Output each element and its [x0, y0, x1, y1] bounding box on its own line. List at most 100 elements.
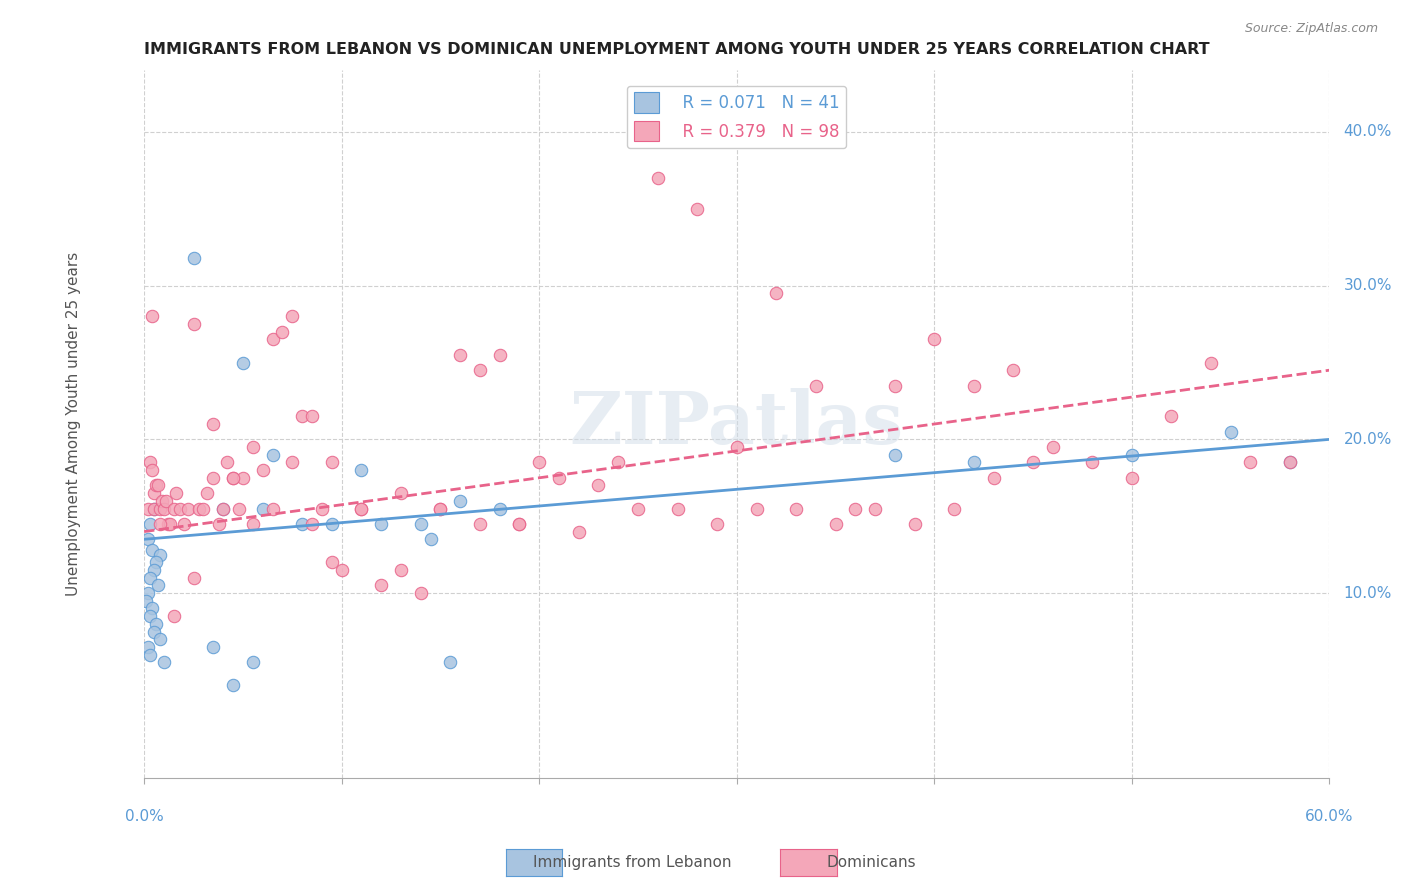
- Point: [163, 501, 186, 516]
- Point: [141, 601, 163, 615]
- Point: [1278, 455, 1301, 469]
- Text: IMMIGRANTS FROM LEBANON VS DOMINICAN UNEMPLOYMENT AMONG YOUTH UNDER 25 YEARS COR: IMMIGRANTS FROM LEBANON VS DOMINICAN UNE…: [145, 42, 1209, 57]
- Point: [193, 501, 215, 516]
- Point: [449, 494, 471, 508]
- Point: [149, 501, 172, 516]
- Point: [242, 516, 264, 531]
- Point: [1081, 455, 1104, 469]
- Point: [163, 609, 186, 624]
- Point: [252, 501, 274, 516]
- Point: [143, 501, 166, 516]
- Point: [222, 471, 245, 485]
- Point: [409, 516, 432, 531]
- Text: Immigrants from Lebanon: Immigrants from Lebanon: [533, 855, 733, 870]
- Point: [145, 478, 167, 492]
- Point: [242, 655, 264, 669]
- Point: [143, 486, 166, 500]
- Point: [607, 455, 630, 469]
- Point: [139, 455, 162, 469]
- Point: [321, 516, 343, 531]
- Point: [145, 616, 167, 631]
- Point: [146, 478, 169, 492]
- Point: [188, 501, 211, 516]
- Point: [943, 501, 966, 516]
- Point: [153, 501, 176, 516]
- Point: [153, 655, 176, 669]
- Point: [252, 463, 274, 477]
- Point: [1002, 363, 1025, 377]
- Text: Unemployment Among Youth under 25 years: Unemployment Among Youth under 25 years: [66, 252, 80, 596]
- Point: [141, 543, 163, 558]
- Point: [217, 455, 239, 469]
- Point: [1219, 425, 1241, 439]
- Point: [863, 501, 886, 516]
- Point: [548, 471, 571, 485]
- Point: [1121, 471, 1143, 485]
- Point: [370, 578, 392, 592]
- Point: [143, 501, 166, 516]
- Point: [321, 455, 343, 469]
- Point: [588, 478, 610, 492]
- Point: [1121, 448, 1143, 462]
- Point: [149, 548, 172, 562]
- Point: [647, 171, 669, 186]
- Point: [262, 501, 284, 516]
- Point: [963, 455, 986, 469]
- Point: [350, 463, 373, 477]
- Text: 20.0%: 20.0%: [1344, 432, 1392, 447]
- Point: [183, 317, 205, 331]
- Point: [222, 678, 245, 692]
- Point: [169, 501, 191, 516]
- Point: [883, 378, 905, 392]
- Point: [145, 555, 167, 569]
- Point: [156, 516, 179, 531]
- Point: [141, 463, 163, 477]
- Text: Source: ZipAtlas.com: Source: ZipAtlas.com: [1244, 22, 1378, 36]
- Point: [165, 486, 187, 500]
- Point: [135, 594, 157, 608]
- Point: [449, 348, 471, 362]
- Point: [149, 516, 172, 531]
- Point: [350, 501, 373, 516]
- Point: [271, 325, 294, 339]
- Point: [176, 501, 198, 516]
- Point: [262, 333, 284, 347]
- Point: [785, 501, 807, 516]
- Point: [155, 494, 177, 508]
- Point: [232, 471, 254, 485]
- Point: [173, 516, 195, 531]
- Point: [429, 501, 451, 516]
- Point: [627, 501, 650, 516]
- Point: [136, 640, 159, 654]
- Point: [508, 516, 530, 531]
- Point: [1042, 440, 1064, 454]
- Point: [765, 286, 787, 301]
- Point: [963, 378, 986, 392]
- Point: [370, 516, 392, 531]
- Point: [228, 501, 250, 516]
- Point: [208, 516, 231, 531]
- Point: [1199, 355, 1222, 369]
- Point: [212, 501, 235, 516]
- Point: [143, 624, 166, 639]
- Point: [725, 440, 748, 454]
- Point: [883, 448, 905, 462]
- Point: [136, 533, 159, 547]
- Point: [419, 533, 441, 547]
- Point: [1278, 455, 1301, 469]
- Point: [844, 501, 866, 516]
- Point: [291, 516, 314, 531]
- Point: [488, 348, 510, 362]
- Point: [1239, 455, 1261, 469]
- Point: [488, 501, 510, 516]
- Point: [143, 563, 166, 577]
- Point: [311, 501, 333, 516]
- Point: [139, 648, 162, 662]
- Point: [141, 310, 163, 324]
- Legend:   R = 0.071   N = 41,   R = 0.379   N = 98: R = 0.071 N = 41, R = 0.379 N = 98: [627, 86, 846, 148]
- Point: [222, 471, 245, 485]
- Point: [508, 516, 530, 531]
- Point: [262, 448, 284, 462]
- Point: [281, 310, 304, 324]
- Point: [281, 455, 304, 469]
